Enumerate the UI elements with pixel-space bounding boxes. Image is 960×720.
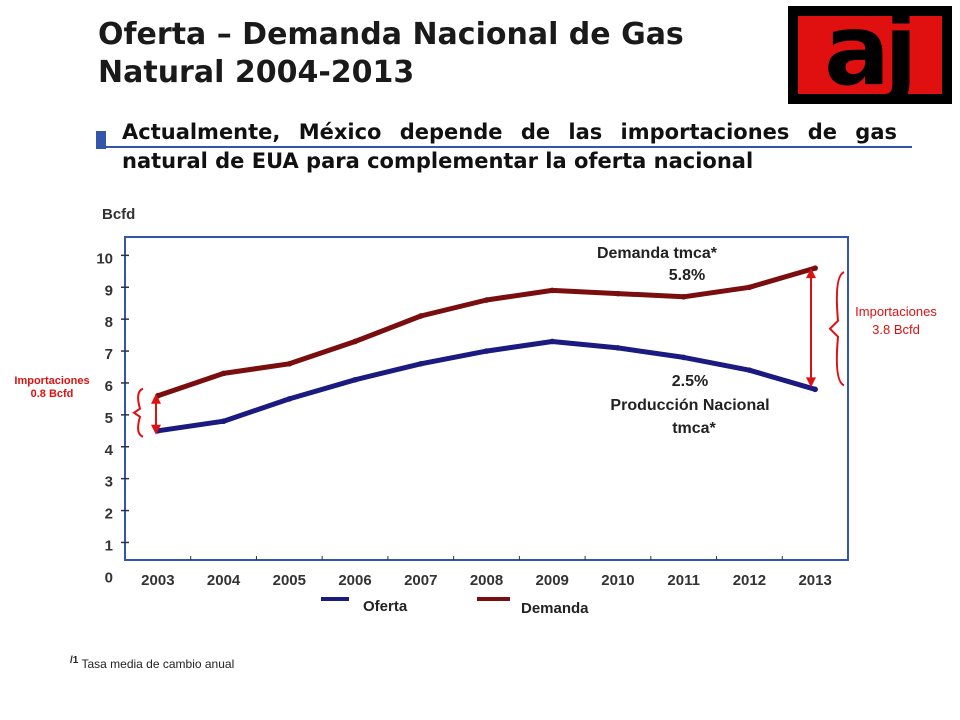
imports-right-arrow-head-bottom: [806, 377, 816, 388]
x-tick-label: 2005: [273, 572, 306, 589]
produccion-label: Producción Nacional: [610, 397, 769, 414]
plot-frame: [124, 236, 849, 561]
page-title: Oferta – Demanda Nacional de Gas Natural…: [98, 17, 684, 90]
imports-left-value: 0.8 Bcfd: [31, 388, 74, 400]
demanda-growth-rate: 5.8%: [669, 267, 705, 284]
demanda-point: [286, 361, 293, 367]
legend-oferta-label: Oferta: [363, 598, 408, 615]
demanda-point: [680, 294, 687, 300]
x-tick-label: 2012: [733, 572, 766, 589]
x-tick-label: 2006: [338, 572, 371, 589]
footnote: /1 Tasa media de cambio anual: [70, 655, 234, 671]
x-tick-label: 2007: [404, 572, 437, 589]
demanda-point: [220, 370, 227, 377]
legend-demanda-label: Demanda: [521, 600, 589, 617]
x-tick-label: 2009: [536, 572, 569, 589]
oferta-point: [286, 396, 293, 402]
imports-left-arrow-head-bottom: [151, 424, 161, 435]
y-tick-label: 9: [105, 282, 113, 299]
y-axis-label: Bcfd: [102, 206, 135, 223]
y-tick-label: 2: [105, 506, 113, 523]
company-logo: aj: [788, 6, 952, 104]
footnote-text: Tasa media de cambio anual: [81, 657, 235, 671]
demanda-point: [812, 265, 818, 271]
oferta-point: [812, 386, 818, 393]
imports-right-value: 3.8 Bcfd: [872, 322, 920, 337]
logo-text: aj: [824, 16, 918, 94]
produccion-label-tmca: tmca*: [672, 420, 716, 437]
produccion-growth-rate: 2.5%: [672, 373, 708, 390]
x-tick-label: 2010: [601, 572, 634, 589]
oferta-point: [680, 354, 687, 361]
y-tick-label: 4: [105, 442, 114, 459]
imports-left-label: Importaciones: [14, 375, 89, 387]
imports-right-label: Importaciones: [855, 304, 937, 319]
oferta-point: [549, 338, 556, 345]
demanda-point: [417, 313, 424, 319]
oferta-point: [417, 361, 424, 367]
demanda-point: [746, 284, 753, 291]
demanda-point: [352, 338, 358, 345]
x-tick-label: 2003: [141, 572, 174, 589]
imports-left-brace: [132, 387, 144, 438]
x-tick-label: 2008: [470, 572, 503, 589]
imports-right-arrow-head-top: [806, 268, 816, 279]
oferta-point: [220, 418, 227, 425]
y-tick-label: 7: [105, 346, 113, 363]
x-tick-label: 2013: [798, 572, 831, 589]
subtitle-bullet: [96, 131, 106, 149]
oferta-point: [615, 345, 621, 351]
demanda-point: [615, 290, 621, 297]
y-tick-label: 1: [105, 537, 113, 554]
y-tick-label: 6: [105, 378, 113, 395]
y-tick-label: 3: [105, 474, 113, 491]
subtitle-underline: [96, 146, 912, 148]
page-subtitle: Actualmente, México depende de las impor…: [122, 120, 897, 173]
x-tick-label: 2004: [207, 572, 241, 589]
demanda-line: [155, 265, 818, 399]
y-tick-label: 10: [96, 250, 113, 267]
demanda-point: [483, 297, 490, 303]
oferta-point: [746, 367, 753, 373]
oferta-point: [352, 376, 358, 383]
demanda-growth-label: Demanda tmca*: [597, 245, 718, 262]
oferta-point: [483, 348, 490, 354]
demanda-point: [549, 287, 556, 294]
y-tick-label: 8: [105, 314, 113, 331]
imports-left-arrow-head-top: [151, 393, 161, 404]
oferta-line: [155, 339, 818, 434]
x-tick-label: 2011: [667, 572, 700, 589]
y-tick-label: 5: [105, 410, 113, 427]
imports-right-brace: [828, 271, 845, 387]
y-tick-label: 0: [105, 569, 113, 586]
footnote-mark: /1: [70, 655, 79, 666]
